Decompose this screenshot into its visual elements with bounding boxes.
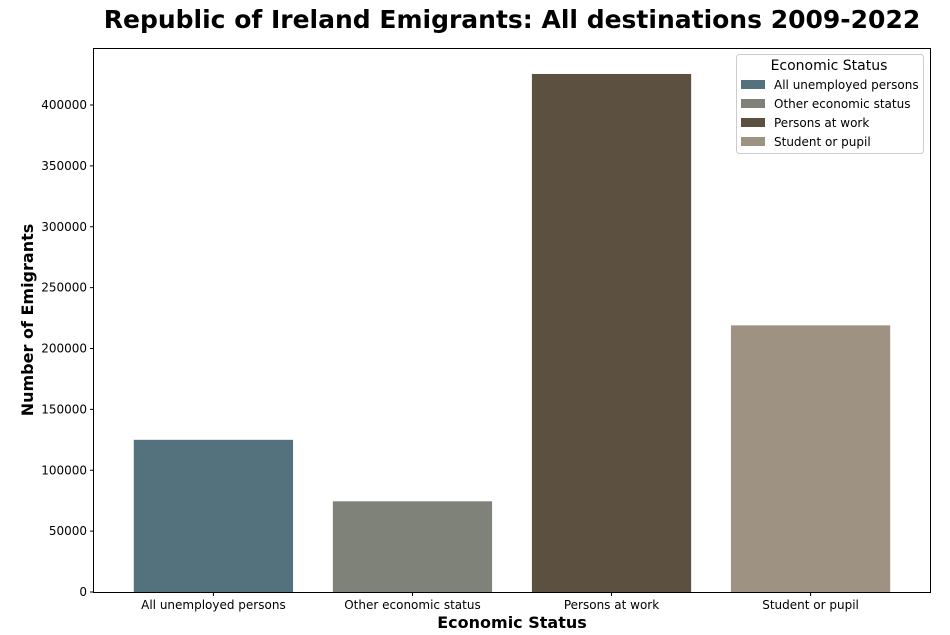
x-tick-label: All unemployed persons	[141, 598, 286, 612]
bar-student-or-pupil	[730, 325, 891, 592]
y-tick-label: 150000	[41, 402, 87, 416]
plot-area-frame	[93, 48, 931, 593]
bar-all-unemployed-persons	[133, 439, 294, 592]
chart-title: Republic of Ireland Emigrants: All desti…	[104, 5, 920, 34]
x-tick-label: Persons at work	[564, 598, 659, 612]
y-tick-label: 100000	[41, 463, 87, 477]
y-tick-label: 350000	[41, 159, 87, 173]
legend-entry-label: Persons at work	[774, 116, 869, 130]
y-tick-label: 400000	[41, 98, 87, 112]
y-tick-label: 0	[79, 585, 87, 599]
legend-entry-label: Student or pupil	[774, 135, 871, 149]
legend-entry-label: All unemployed persons	[774, 78, 919, 92]
x-tick-label: Student or pupil	[762, 598, 859, 612]
y-tick-label: 200000	[41, 342, 87, 356]
legend-swatch	[741, 118, 765, 127]
y-axis-label: Number of Emigrants	[18, 224, 37, 417]
x-tick-label: Other economic status	[344, 598, 480, 612]
legend-title: Economic Status	[771, 58, 888, 74]
legend-box	[736, 54, 924, 154]
legend-swatch	[741, 80, 765, 89]
bar-other-economic-status	[332, 501, 493, 592]
legend: Economic Status All unemployed persons Ot…	[736, 54, 924, 154]
bar-persons-at-work	[531, 73, 692, 593]
y-tick-label: 50000	[49, 524, 87, 538]
y-tick-label: 300000	[41, 220, 87, 234]
legend-entry-label: Other economic status	[774, 97, 910, 111]
legend-swatch	[741, 137, 765, 146]
y-axis-ticks: 0 50000 100000 150000 200000 250000 300000 3500…	[41, 98, 94, 599]
legend-entries: All unemployed persons Other economic sta…	[741, 78, 919, 149]
x-axis-label: Economic Status	[437, 613, 587, 632]
bars-group	[133, 73, 891, 593]
y-tick-label: 250000	[41, 281, 87, 295]
x-axis-ticks: All unemployed persons Other economic sta…	[141, 592, 859, 612]
legend-swatch	[741, 99, 765, 108]
